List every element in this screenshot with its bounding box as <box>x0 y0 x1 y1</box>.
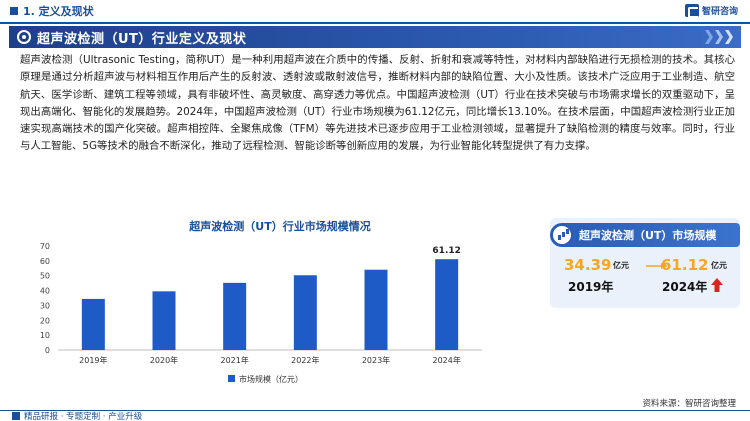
end-year: 2024年 <box>662 280 708 294</box>
x-tick-label: 2024年 <box>432 355 460 365</box>
x-tick-label: 2022年 <box>291 355 319 365</box>
y-tick-label: 70 <box>40 242 50 251</box>
footer: 精品研报 · 专题定制 · 产业升级 <box>12 411 142 421</box>
footer-text: 精品研报 · 专题定制 · 产业升级 <box>24 412 143 421</box>
x-tick-label: 2020年 <box>150 355 178 365</box>
y-tick-label: 50 <box>40 272 50 281</box>
x-tick-label: 2021年 <box>220 355 248 365</box>
legend-swatch <box>228 375 235 382</box>
bar <box>152 291 176 350</box>
header-divider <box>0 22 750 24</box>
y-tick-label: 60 <box>40 257 50 266</box>
start-value: 34.39 <box>564 256 612 274</box>
brand-logo-text: 智研咨询 <box>701 7 738 17</box>
end-unit: 亿元 <box>711 261 727 270</box>
x-tick-label: 2023年 <box>362 355 390 365</box>
intro-paragraph: 超声波检测（Ultrasonic Testing，简称UT）是一种利用超声波在介… <box>20 54 735 153</box>
y-tick-label: 10 <box>40 331 50 340</box>
market-size-card: 超声波检测（UT）市场规模 34.39 亿元 2019年 61.12 亿元 20… <box>550 218 740 308</box>
bar <box>293 275 317 350</box>
market-size-chart: 超声波检测（UT）行业市场规模情况 0 10 20 30 40 50 60 70 2019年 202… <box>20 212 520 394</box>
x-tick-label: 2019年 <box>79 355 107 365</box>
footer-divider <box>0 410 750 411</box>
data-source: 资料来源：智研咨询整理 <box>642 399 736 409</box>
arrow-right-icon <box>646 263 668 269</box>
page-title: 超声波检测（UT）行业定义及现状 <box>37 31 247 47</box>
y-tick-label: 30 <box>40 301 50 310</box>
y-tick-label: 0 <box>45 346 50 355</box>
data-label: 61.12 <box>432 246 460 256</box>
top-header: 1. 定义及现状 智研咨询 <box>0 0 750 22</box>
target-icon <box>17 30 31 44</box>
start-year: 2019年 <box>568 280 614 294</box>
bar <box>435 259 459 350</box>
end-value: 61.12 <box>661 256 709 274</box>
card-header: 超声波检测（UT）市场规模 <box>550 223 740 247</box>
y-tick-label: 20 <box>40 316 50 325</box>
legend-label: 市场规模（亿元） <box>239 374 303 384</box>
bar <box>223 282 247 350</box>
brand-logo[interactable]: 智研咨询 <box>684 4 738 18</box>
y-tick-label: 40 <box>40 287 50 296</box>
brand-logo-icon <box>684 4 699 18</box>
footer-marker-icon <box>12 412 20 420</box>
bar <box>81 298 105 350</box>
section-marker-icon <box>10 7 18 15</box>
page-title-bar: 超声波检测（UT）行业定义及现状 <box>9 26 741 48</box>
arrow-up-icon <box>711 278 723 292</box>
section-title: 1. 定义及现状 <box>23 5 94 18</box>
bar-chart-svg: 超声波检测（UT）行业市场规模情况 0 10 20 30 40 50 60 70 2019年 202… <box>40 219 482 384</box>
chart-title: 超声波检测（UT）行业市场规模情况 <box>188 219 370 233</box>
chevron-decoration-icon <box>705 30 733 44</box>
start-unit: 亿元 <box>613 261 629 270</box>
card-title: 超声波检测（UT）市场规模 <box>579 229 717 242</box>
chart-growth-icon <box>551 224 573 246</box>
bar <box>364 269 388 350</box>
